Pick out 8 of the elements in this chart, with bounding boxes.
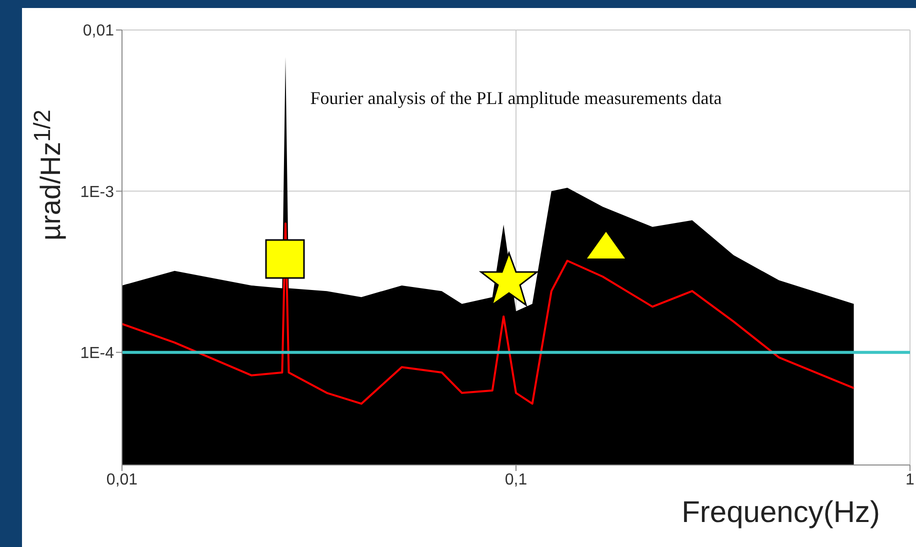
y-tick-label: 0,01	[82, 22, 114, 40]
x-tick-label: 1	[906, 471, 915, 488]
x-axis-title: Frequency(Hz)	[680, 496, 880, 530]
y-tick-label: 1E-3	[80, 184, 114, 201]
x-tick-label: 0,01	[106, 471, 138, 488]
text: Fourier analysis of the PLI amplitude measurements data	[309, 88, 723, 109]
y-tick-label: 1E-4	[80, 345, 114, 362]
x-tick-label: 0,1	[504, 471, 528, 488]
